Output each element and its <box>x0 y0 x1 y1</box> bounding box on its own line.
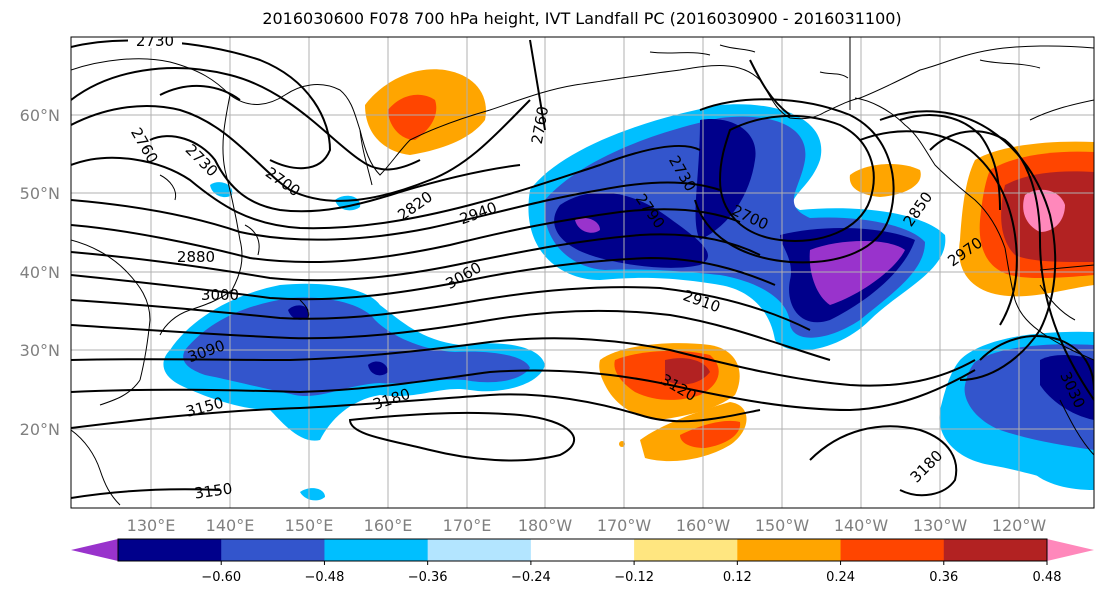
contour-label: 2880 <box>177 248 215 266</box>
lon-label: 160°W <box>676 516 731 535</box>
contour-label: 3150 <box>193 479 233 502</box>
colorbar-tick-label: 0.48 <box>1033 570 1062 585</box>
map-area: 2730 2760 2760 2730 2700 2820 2940 2880 … <box>71 32 1094 508</box>
lon-label: 140°E <box>206 516 255 535</box>
colorbar-tick-label: −0.36 <box>408 570 448 585</box>
colorbar-segment <box>427 539 532 561</box>
colorbar-segment <box>530 539 635 561</box>
lon-label: 130°E <box>127 516 176 535</box>
lon-label: 170°W <box>597 516 652 535</box>
colorbar-segment <box>324 539 429 561</box>
longitude-labels: 130°E 140°E 150°E 160°E 170°E 180°W 170°… <box>127 516 1047 535</box>
lat-label: 60°N <box>20 106 60 125</box>
colorbar-frame <box>117 538 1048 562</box>
lon-label: 130°W <box>913 516 968 535</box>
colorbar-segment <box>943 539 1048 561</box>
lat-label: 20°N <box>20 420 60 439</box>
lat-label: 50°N <box>20 184 60 203</box>
colorbar-extend-low <box>71 539 118 561</box>
lon-label: 170°E <box>443 516 492 535</box>
colorbar: −0.60 −0.48 −0.36 −0.24 −0.12 0.12 0.24 0.36 0.4… <box>71 538 1094 585</box>
colorbar-tick-label: −0.12 <box>614 570 654 585</box>
colorbar-segment <box>840 539 945 561</box>
lon-label: 120°W <box>992 516 1047 535</box>
colorbar-tick-label: −0.48 <box>305 570 345 585</box>
lon-label: 150°E <box>285 516 334 535</box>
colorbar-tick-label: −0.24 <box>511 570 551 585</box>
lon-label: 140°W <box>834 516 889 535</box>
colorbar-segment <box>221 539 325 561</box>
lon-label: 180°W <box>518 516 573 535</box>
colorbar-tick-label: −0.60 <box>201 570 241 585</box>
latitude-labels: 60°N 50°N 40°N 30°N 20°N <box>20 106 60 439</box>
colorbar-segment <box>634 539 738 561</box>
colorbar-tick-label: 0.12 <box>723 570 752 585</box>
lat-label: 30°N <box>20 341 60 360</box>
contour-label: 2730 <box>136 32 174 50</box>
lon-label: 150°W <box>755 516 810 535</box>
ivt-negative-shading <box>163 104 1094 501</box>
colorbar-extend-high <box>1047 539 1094 561</box>
colorbar-tick-label: 0.36 <box>929 570 958 585</box>
height-contours <box>71 39 1094 499</box>
colorbar-tick-label: 0.24 <box>826 570 855 585</box>
colorbar-segment <box>118 539 222 561</box>
contour-label: 3000 <box>201 286 239 304</box>
map-title: 2016030600 F078 700 hPa height, IVT Land… <box>262 9 902 28</box>
lat-label: 40°N <box>20 263 60 282</box>
colorbar-segment <box>737 539 842 561</box>
lon-label: 160°E <box>364 516 413 535</box>
map-frame <box>70 36 1095 509</box>
